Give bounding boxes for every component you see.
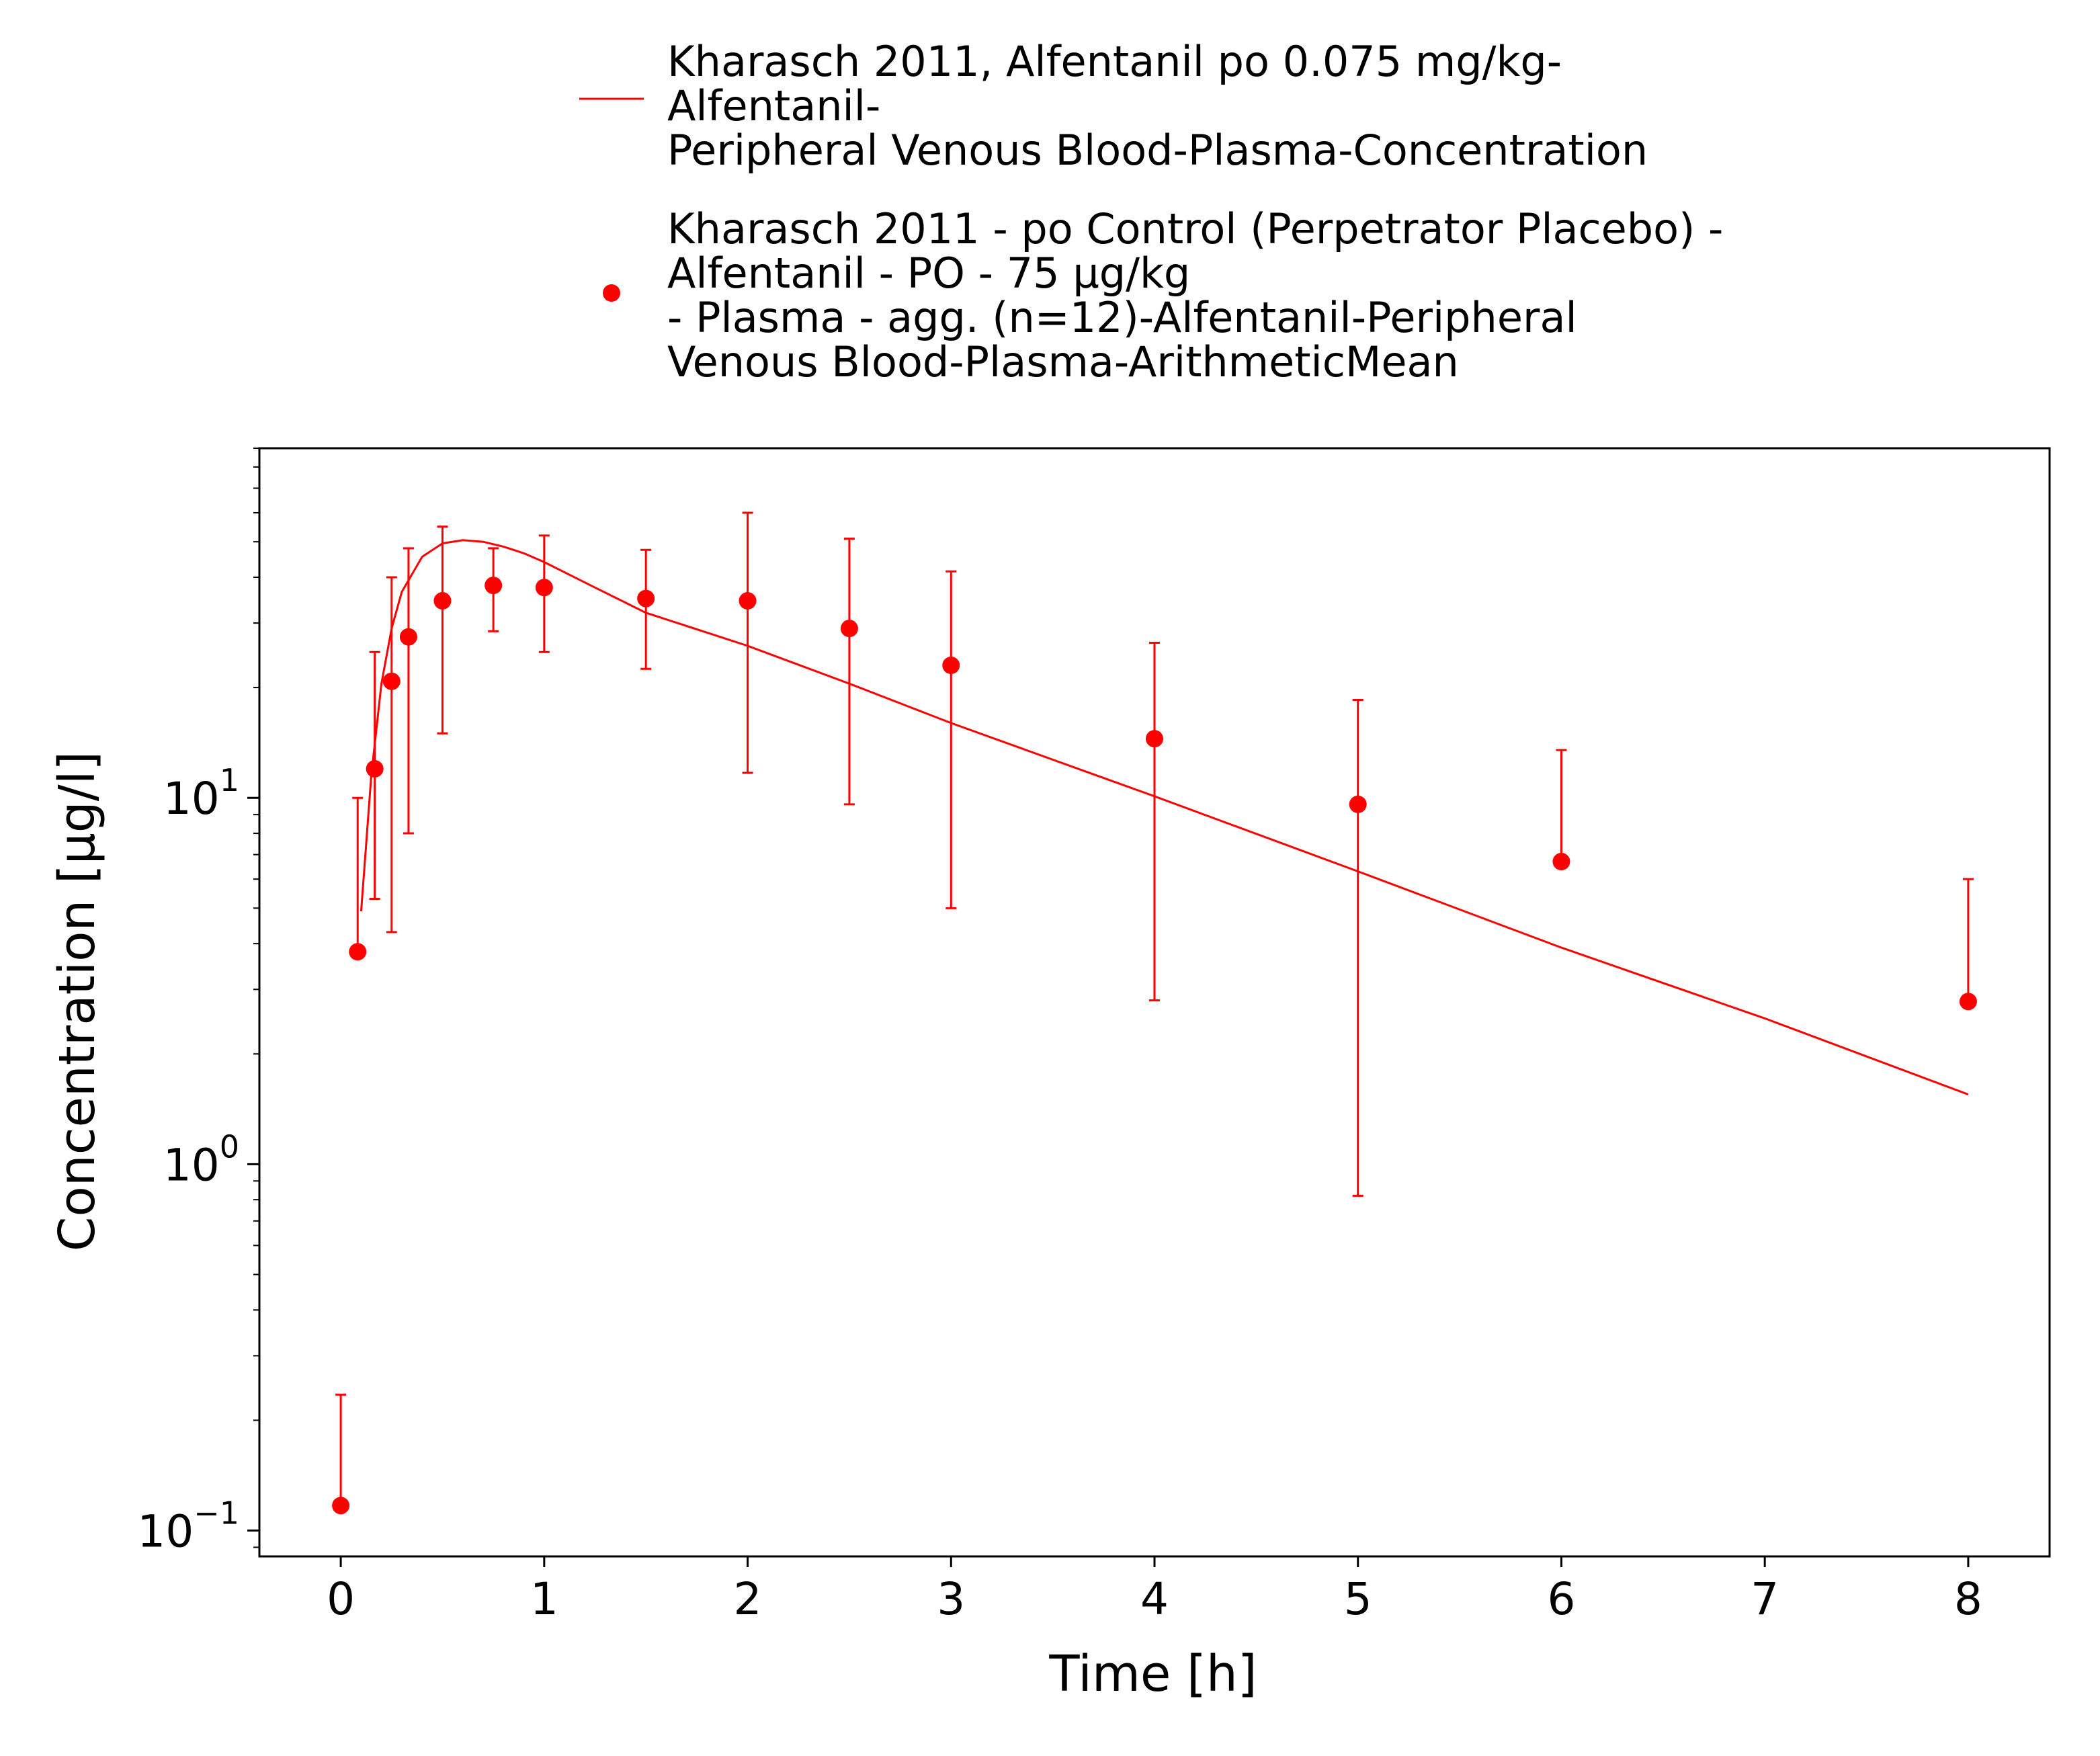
legend-entry-simulation-text: Alfentanil- xyxy=(667,81,880,130)
observed-data-point xyxy=(332,1497,350,1515)
observed-data-point xyxy=(485,577,503,595)
y-axis-label: Concentration [µg/l] xyxy=(48,751,106,1251)
x-axis: 0 1 2 3 4 5 6 7 8 xyxy=(327,1556,1982,1625)
observed-data-point xyxy=(382,672,401,690)
legend-entry-simulation-text: Peripheral Venous Blood-Plasma-Concentra… xyxy=(667,126,1648,175)
observed-data-point xyxy=(942,657,960,675)
legend: Kharasch 2011, Alfentanil po 0.075 mg/kg… xyxy=(579,37,1723,386)
observed-data-point xyxy=(1959,993,1977,1011)
x-tick-label: 0 xyxy=(327,1573,355,1625)
legend-dot-swatch xyxy=(603,284,620,302)
y-tick-base: 10 xyxy=(163,773,220,825)
x-tick-label: 6 xyxy=(1547,1573,1575,1625)
observed-data-point xyxy=(399,628,417,646)
y-tick-label: 10−1 xyxy=(137,1495,239,1558)
legend-entry-observed-text: - Plasma - agg. (n=12)-Alfentanil-Periph… xyxy=(667,293,1577,342)
series-layer xyxy=(332,511,1977,1515)
y-tick-label: 101 xyxy=(163,762,239,825)
y-tick-exponent: −1 xyxy=(194,1495,239,1532)
legend-entry-simulation-text: Kharasch 2011, Alfentanil po 0.075 mg/kg… xyxy=(667,37,1562,86)
observed-data-point xyxy=(1349,795,1367,813)
simulation-line xyxy=(360,539,1969,1096)
observed-data-point xyxy=(1146,730,1163,748)
x-tick-label: 4 xyxy=(1140,1573,1169,1625)
x-tick-label: 2 xyxy=(734,1573,762,1625)
x-tick-label: 5 xyxy=(1344,1573,1372,1625)
y-tick-base: 10 xyxy=(137,1506,194,1558)
x-tick-label: 7 xyxy=(1751,1573,1779,1625)
observed-data-point xyxy=(840,620,858,638)
y-tick-exponent: 0 xyxy=(220,1128,239,1165)
observed-data-point xyxy=(433,592,452,610)
observed-data-point xyxy=(1552,853,1570,871)
x-tick-label: 8 xyxy=(1954,1573,1982,1625)
observed-data-point xyxy=(637,589,655,608)
x-axis-label: Time [h] xyxy=(1048,1645,1257,1703)
legend-entry-observed-text: Venous Blood-Plasma-ArithmeticMean xyxy=(667,337,1459,386)
y-tick-exponent: 1 xyxy=(220,762,239,798)
y-tick-base: 10 xyxy=(163,1139,220,1191)
observed-data-point xyxy=(739,592,757,610)
observed-data-point xyxy=(366,760,384,778)
x-tick-label: 3 xyxy=(937,1573,965,1625)
legend-entry-observed-text: Alfentanil - PO - 75 µg/kg xyxy=(667,249,1190,298)
x-tick-label: 1 xyxy=(530,1573,558,1625)
observed-data-point xyxy=(349,943,367,961)
plot-area-frame xyxy=(258,447,2051,1558)
legend-entry-observed-text: Kharasch 2011 - po Control (Perpetrator … xyxy=(667,204,1723,253)
y-tick-label: 100 xyxy=(163,1128,239,1191)
observed-data-point xyxy=(535,579,553,597)
